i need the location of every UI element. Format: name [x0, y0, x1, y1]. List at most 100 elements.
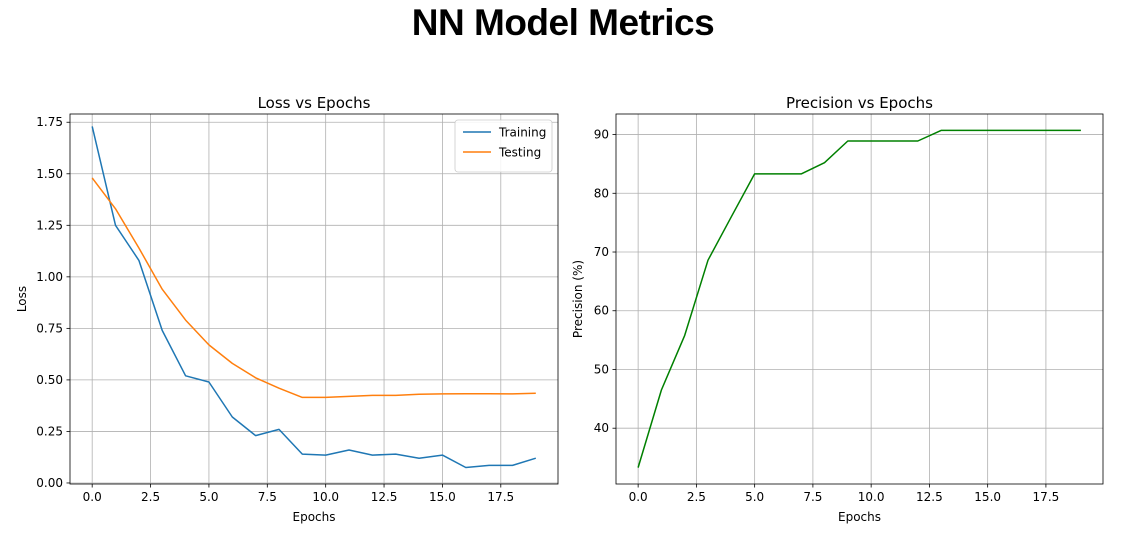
chart1-x-tick-label: 10.0	[312, 490, 339, 504]
chart2-data-point	[1056, 129, 1059, 132]
chart1-data-point	[348, 395, 351, 398]
chart1-data-point	[137, 259, 140, 262]
chart1-data-point	[277, 428, 280, 431]
chart1-y-tick-label: 0.50	[36, 373, 63, 387]
chart1-data-point	[324, 454, 327, 457]
chart2-y-tick-label: 50	[594, 362, 609, 376]
chart1-data-point	[371, 394, 374, 397]
chart1-axes-frame	[69, 113, 559, 485]
chart2-data-point	[870, 140, 873, 143]
chart2-y-tick-label: 70	[594, 245, 609, 259]
chart2-x-tick-label: 5.0	[745, 490, 764, 504]
chart1-data-point	[254, 434, 257, 437]
chart2-data-point	[916, 140, 919, 143]
chart2-series-line-1	[637, 129, 1081, 468]
chart1-data-point	[418, 393, 421, 396]
chart1-data-point	[511, 392, 514, 395]
chart2-axes-frame	[615, 113, 1104, 485]
chart1-y-tick-label: 1.75	[36, 115, 63, 129]
chart2-data-point	[846, 140, 849, 143]
chart2-data-point	[1009, 129, 1012, 132]
chart2-data-point	[800, 172, 803, 175]
chart1-data-point	[231, 416, 234, 419]
chart2-x-tick-label: 15.0	[974, 490, 1001, 504]
chart1-data-point	[114, 207, 117, 210]
chart2-y-tick-label: 40	[594, 421, 609, 435]
chart2-data-point	[776, 172, 779, 175]
chart2-data-point	[1079, 129, 1082, 132]
chart1-series-line-training	[91, 126, 537, 469]
chart2-data-point	[893, 140, 896, 143]
chart1-x-tick-label: 12.5	[371, 490, 398, 504]
chart1-title: Loss vs Epochs	[258, 94, 371, 112]
chart1-x-tick-label: 17.5	[487, 490, 514, 504]
chart1-data-point	[114, 224, 117, 227]
chart1-data-point	[137, 246, 140, 249]
chart2-y-tick-label: 80	[594, 186, 609, 200]
chart2-data-point	[707, 259, 710, 262]
chart1-data-point	[324, 396, 327, 399]
chart2-x-tick-label: 10.0	[858, 490, 885, 504]
chart2-data-point	[753, 172, 756, 175]
chart1-x-tick-label: 15.0	[429, 490, 456, 504]
chart2-data-point	[1033, 129, 1036, 132]
chart1-data-point	[91, 176, 94, 179]
chart1-y-tick-label: 1.25	[36, 218, 63, 232]
chart1-y-axis-label: Loss	[15, 286, 29, 312]
chart2-data-point	[683, 334, 686, 337]
chart1-data-point	[161, 288, 164, 291]
chart2-title: Precision vs Epochs	[786, 94, 933, 112]
chart1-x-tick-label: 5.0	[199, 490, 218, 504]
chart1-data-point	[488, 392, 491, 395]
chart1-y-tick-label: 0.00	[36, 476, 63, 490]
chart2-x-tick-label: 0.0	[629, 490, 648, 504]
chart2-x-tick-label: 7.5	[803, 490, 822, 504]
chart1-data-point	[207, 343, 210, 346]
chart2-x-tick-label: 12.5	[916, 490, 943, 504]
chart1-legend-box	[454, 119, 553, 173]
chart1-data-point	[394, 394, 397, 397]
chart2-data-point	[963, 129, 966, 132]
chart1-legend-label: Testing	[498, 146, 541, 160]
chart1-data-point	[441, 454, 444, 457]
chart1-data-point	[184, 319, 187, 322]
chart2-data-point	[660, 389, 663, 392]
chart1-data-point	[418, 457, 421, 460]
chart1-data-point	[301, 396, 304, 399]
figure-title: NN Model Metrics	[411, 2, 715, 43]
chart1-data-point	[394, 453, 397, 456]
chart1-data-point	[464, 466, 467, 469]
chart1-y-tick-label: 0.25	[36, 424, 63, 438]
chart1-x-tick-label: 7.5	[258, 490, 277, 504]
chart2-y-axis-label: Precision (%)	[571, 260, 585, 338]
chart1-data-point	[534, 457, 537, 460]
chart1-series-line-testing	[91, 177, 536, 399]
chart1-data-point	[161, 329, 164, 332]
chart1-x-tick-label: 2.5	[141, 490, 160, 504]
chart1-data-point	[301, 453, 304, 456]
chart1-data-point	[184, 374, 187, 377]
chart2-y-tick-label: 90	[594, 128, 609, 142]
chart2-data-point	[986, 129, 989, 132]
chart1-data-point	[207, 380, 210, 383]
chart1-data-point	[488, 464, 491, 467]
chart1-data-point	[511, 464, 514, 467]
chart2-data-point	[823, 161, 826, 164]
chart2-data-point	[637, 466, 640, 469]
chart1-data-point	[441, 392, 444, 395]
chart1-data-point	[464, 392, 467, 395]
chart1-x-tick-label: 0.0	[83, 490, 102, 504]
chart2-x-axis-label: Epochs	[838, 510, 881, 524]
chart1-data-point	[231, 362, 234, 365]
chart2-x-tick-label: 2.5	[687, 490, 706, 504]
chart1-legend-label: Training	[498, 126, 546, 140]
chart1-y-tick-label: 1.50	[36, 167, 63, 181]
chart1-x-axis-label: Epochs	[293, 510, 336, 524]
chart1-data-point	[534, 392, 537, 395]
chart1-data-point	[277, 387, 280, 390]
chart1-data-point	[254, 376, 257, 379]
chart1-data-point	[348, 448, 351, 451]
chart1-data-point	[91, 125, 94, 128]
chart2-data-point	[730, 215, 733, 218]
